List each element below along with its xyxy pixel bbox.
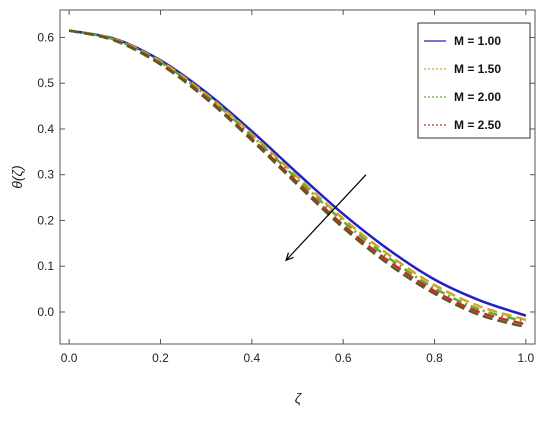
- data-curves: [68, 29, 527, 329]
- y-tick-label: 0.6: [37, 30, 54, 44]
- x-axis-title: ζ: [295, 390, 303, 406]
- arrow-head: [285, 252, 294, 262]
- x-tick-label: 0.8: [426, 351, 443, 365]
- x-tick-label: 0.6: [335, 351, 352, 365]
- x-tick-label: 1.0: [518, 351, 535, 365]
- legend-label: M = 2.00: [454, 90, 501, 104]
- axis-ticks: 0.0 0.2 0.4 0.6 0.8 1.0 0.0 0.1 0.2 0.3 0.4 0.5 0.6: [37, 10, 535, 365]
- legend: M = 1.00 M = 1.50 M = 2.00 M = 2.50: [417, 22, 531, 139]
- legend-items: M = 1.00 M = 1.50 M = 2.00 M = 2.50: [424, 34, 501, 132]
- x-tick-label: 0.0: [61, 351, 78, 365]
- series-line-m-3-00: [68, 29, 527, 329]
- x-tick-label: 0.2: [152, 351, 169, 365]
- y-axis-title: θ(ζ): [9, 165, 25, 188]
- y-tick-label: 0.1: [37, 259, 54, 273]
- y-tick-label: 0.0: [37, 305, 54, 319]
- legend-label: M = 2.50: [454, 118, 501, 132]
- y-tick-label: 0.4: [37, 122, 54, 136]
- trend-arrow: [285, 174, 367, 262]
- legend-label: M = 1.00: [454, 34, 501, 48]
- legend-label: M = 1.50: [454, 62, 501, 76]
- y-tick-label: 0.3: [37, 168, 54, 182]
- plot-frame: [59, 9, 536, 345]
- x-tick-label: 0.4: [243, 351, 260, 365]
- y-tick-label: 0.5: [37, 76, 54, 90]
- y-tick-label: 0.2: [37, 213, 54, 227]
- arrow-shaft: [285, 174, 367, 261]
- legend-box: [417, 22, 531, 139]
